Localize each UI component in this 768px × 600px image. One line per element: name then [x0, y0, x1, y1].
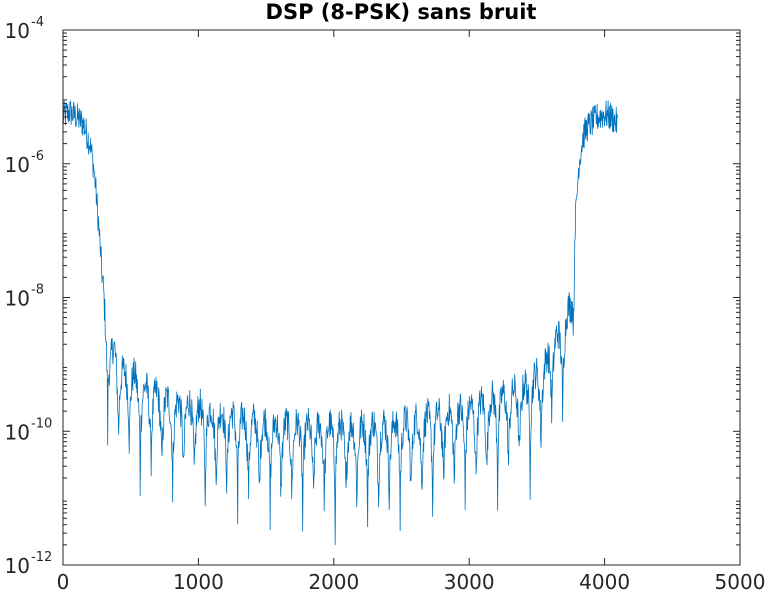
y-tick-label: 10: [5, 153, 30, 177]
y-tick-label: 10: [5, 287, 30, 311]
series-layer: [62, 100, 618, 546]
x-tick-label: 2000: [308, 570, 359, 594]
x-tick-label: 1000: [173, 570, 224, 594]
y-tick-label: 10: [5, 420, 30, 444]
series-line-0: [62, 100, 618, 546]
y-tick-exponent: -10: [31, 416, 52, 431]
plot-background: [63, 30, 740, 565]
y-tick-label: 10: [5, 19, 30, 43]
x-tick-label: 4000: [579, 570, 630, 594]
chart-title: DSP (8-PSK) sans bruit: [266, 0, 537, 24]
y-tick-exponent: -12: [31, 550, 52, 565]
x-tick-label: 0: [57, 570, 70, 594]
y-tick-exponent: -8: [31, 283, 44, 298]
y-tick-exponent: -4: [31, 15, 44, 30]
x-tick-label: 5000: [715, 570, 766, 594]
y-tick-exponent: -6: [31, 149, 44, 164]
x-tick-label: 3000: [444, 570, 495, 594]
y-tick-label: 10: [5, 554, 30, 578]
